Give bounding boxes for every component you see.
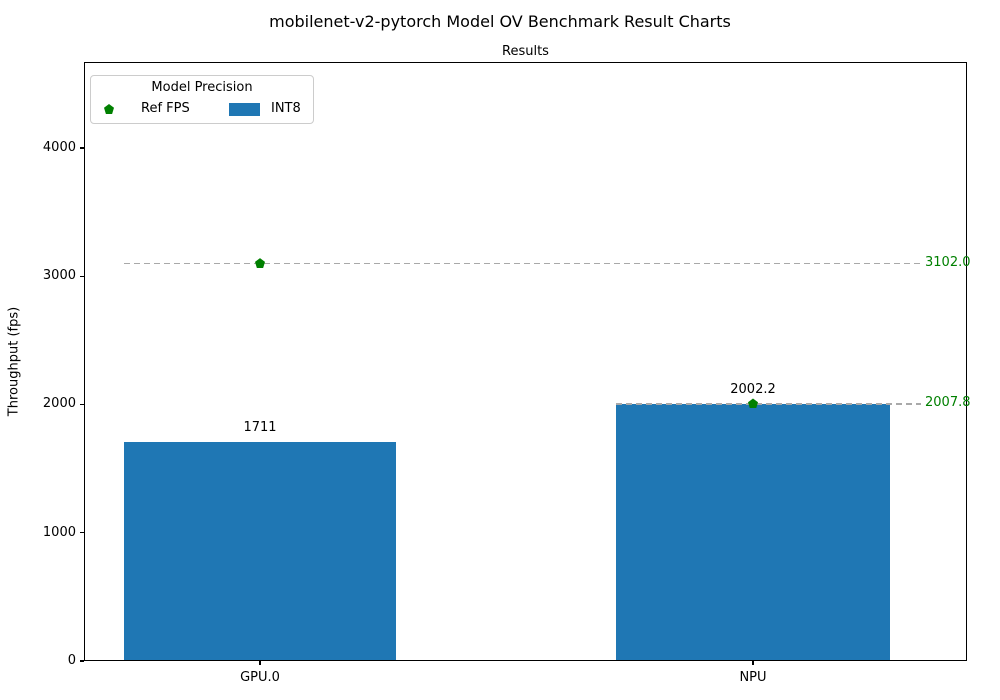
y-axis-tick-label: 0 xyxy=(67,653,76,668)
y-axis-tick xyxy=(80,532,84,534)
bar-value-label: 2002.2 xyxy=(730,382,776,398)
legend-title: Model Precision xyxy=(151,80,253,95)
legend: Model Precision Ref FPS INT8 xyxy=(90,75,314,124)
y-axis-tick xyxy=(80,660,84,662)
int8-swatch-icon xyxy=(229,103,260,116)
int8-bar-gpu.0 xyxy=(124,441,396,661)
x-axis-tick xyxy=(752,661,754,665)
legend-item-ref-fps: Ref FPS xyxy=(141,101,190,116)
y-axis-tick-label: 3000 xyxy=(42,268,76,284)
ref-fps-pentagon-icon xyxy=(104,104,114,114)
y-axis-label: Throughput (fps) xyxy=(6,306,22,417)
bar-value-label: 1711 xyxy=(243,419,277,435)
ref-fps-value-label: 3102.0 xyxy=(925,255,971,271)
ref-fps-dashed-line xyxy=(616,403,921,405)
figure-title: mobilenet-v2-pytorch Model OV Benchmark … xyxy=(269,12,731,31)
ref-fps-value-label: 2007.8 xyxy=(925,395,971,411)
y-axis-tick-label: 4000 xyxy=(42,139,76,155)
int8-bar-npu xyxy=(616,404,890,661)
ref-fps-marker-icon xyxy=(255,258,265,269)
legend-item-int8: INT8 xyxy=(271,101,301,116)
x-axis-tick-label: GPU.0 xyxy=(240,670,280,685)
ref-fps-dashed-line xyxy=(124,263,921,265)
y-axis-tick xyxy=(80,403,84,406)
ref-fps-marker-icon xyxy=(748,398,758,409)
y-axis-tick-label: 2000 xyxy=(42,396,76,412)
plot-area: 0 1000 2000 3000 4000 GPU.0 NPU 1711 2002.2 3102.… xyxy=(43,62,971,685)
x-axis-tick-label: NPU xyxy=(739,670,767,685)
y-axis-tick-label: 1000 xyxy=(42,524,76,540)
y-axis-tick xyxy=(80,275,84,277)
y-axis-tick xyxy=(80,147,84,149)
axes-title: Results xyxy=(502,44,549,59)
x-axis-tick xyxy=(259,661,261,665)
